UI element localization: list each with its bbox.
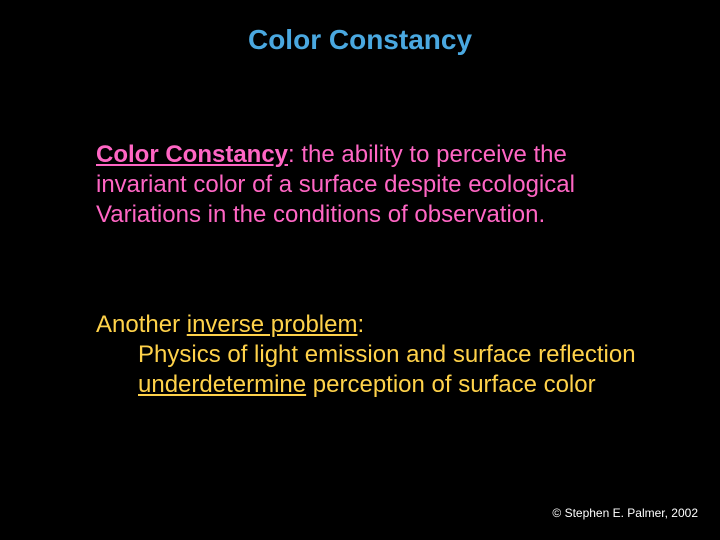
definition-line-2: invariant color of a surface despite eco… <box>96 170 636 200</box>
inverse-line-3: underdetermine perception of surface col… <box>96 370 656 400</box>
inverse-problem-block: Another inverse problem: Physics of ligh… <box>96 310 656 400</box>
inverse-underlined: inverse problem <box>187 311 358 338</box>
inverse-line-3-underlined: underdetermine <box>138 371 306 398</box>
inverse-line-1: Another inverse problem: <box>96 310 656 340</box>
definition-line-1-rest: the ability to perceive the <box>301 141 567 168</box>
slide: Color Constancy Color Constancy: the abi… <box>0 0 720 540</box>
definition-term: Color Constancy <box>96 141 288 168</box>
definition-line-3: Variations in the conditions of observat… <box>96 200 636 230</box>
inverse-colon: : <box>357 311 364 338</box>
inverse-plain: Another <box>96 311 187 338</box>
definition-sep: : <box>288 141 301 168</box>
slide-title: Color Constancy <box>0 0 720 56</box>
inverse-line-2: Physics of light emission and surface re… <box>96 340 656 370</box>
inverse-line-3-rest: perception of surface color <box>306 371 596 398</box>
definition-line-1: Color Constancy: the ability to perceive… <box>96 140 636 170</box>
definition-block: Color Constancy: the ability to perceive… <box>96 140 636 230</box>
copyright-text: © Stephen E. Palmer, 2002 <box>552 506 698 520</box>
